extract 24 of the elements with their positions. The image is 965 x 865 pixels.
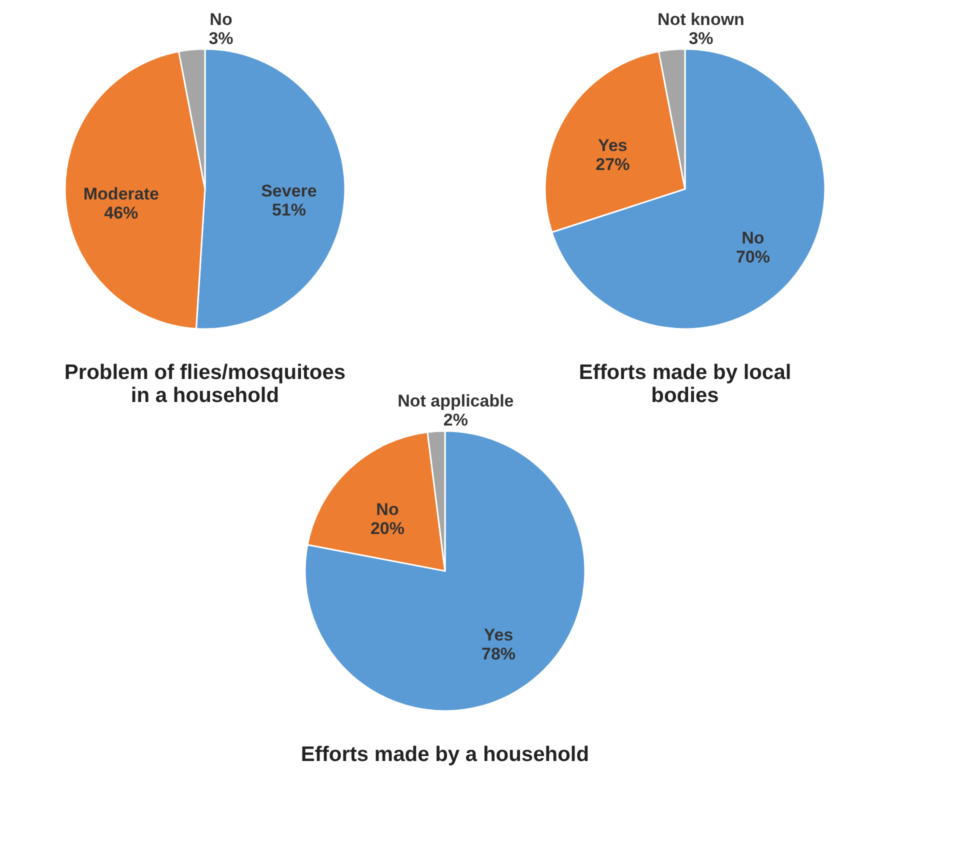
data-label: 3% — [688, 28, 714, 48]
slice-label: Severe — [261, 182, 317, 201]
slice-label: No — [376, 500, 399, 519]
data-label: 46% — [104, 203, 138, 222]
data-label: 3% — [208, 28, 234, 48]
data-label: 70% — [736, 247, 770, 266]
slice-label: Not known — [658, 10, 744, 29]
text: Efforts made by a household — [300, 743, 590, 766]
slice-label: Yes — [598, 136, 628, 156]
text: in a household — [130, 384, 280, 407]
slice-label: No — [742, 228, 764, 248]
data-label: 78% — [482, 644, 516, 664]
slice-label: No — [210, 10, 232, 29]
text: Problem of flies/mosquitoes — [64, 361, 346, 384]
data-label: 51% — [272, 200, 306, 220]
data-label: 2% — [443, 410, 468, 430]
slice-label: Yes — [484, 626, 514, 645]
data-label: 27% — [596, 155, 630, 174]
text: bodies — [651, 384, 719, 407]
data-label: 20% — [370, 518, 405, 538]
slice-label: Moderate — [83, 184, 159, 204]
text: Efforts made by local — [578, 361, 792, 384]
pie-slice — [304, 430, 586, 712]
slice-label: Not applicable — [398, 391, 514, 410]
